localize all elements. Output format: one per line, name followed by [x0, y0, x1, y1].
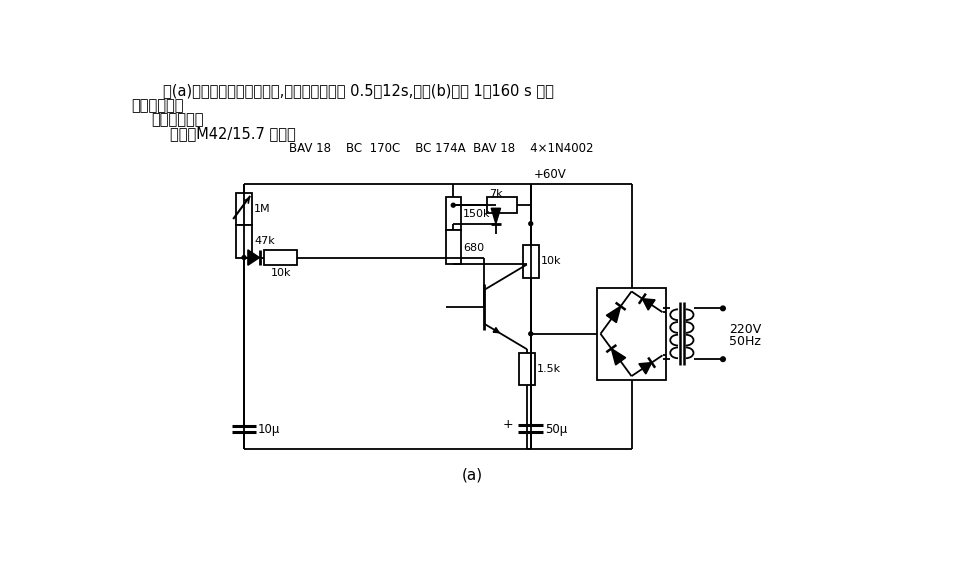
Text: 10μ: 10μ — [258, 423, 280, 436]
Circle shape — [721, 306, 725, 311]
Polygon shape — [612, 349, 626, 365]
Polygon shape — [642, 299, 655, 310]
Text: +60V: +60V — [534, 167, 566, 181]
Circle shape — [451, 203, 455, 207]
Text: 1.5k: 1.5k — [537, 364, 561, 374]
Text: 的定时时间。: 的定时时间。 — [132, 98, 184, 113]
Circle shape — [721, 357, 725, 362]
Text: 220V: 220V — [730, 323, 761, 336]
Bar — [445, 230, 461, 265]
Text: 680: 680 — [464, 242, 485, 252]
Text: 7k: 7k — [489, 190, 502, 200]
Circle shape — [529, 222, 533, 225]
Bar — [596, 288, 666, 380]
Bar — [488, 197, 516, 213]
Text: 150k: 150k — [464, 208, 491, 219]
Text: 铁芯：M42/15.7 硅钢片: 铁芯：M42/15.7 硅钢片 — [170, 126, 296, 141]
Text: 图(a)电路中有两级电路结构,其定时时间约为 0.5～12s,而图(b)可有 1～160 s 范围: 图(a)电路中有两级电路结构,其定时时间约为 0.5～12s,而图(b)可有 1… — [162, 83, 554, 99]
Bar — [236, 193, 252, 225]
Bar — [264, 250, 297, 265]
Text: BAV 18    BC  170C    BC 174A  BAV 18    4×1N4002: BAV 18 BC 170C BC 174A BAV 18 4×1N4002 — [289, 142, 593, 155]
Bar — [236, 225, 252, 258]
Polygon shape — [493, 328, 499, 333]
Text: 10k: 10k — [540, 257, 562, 266]
Text: 10k: 10k — [271, 268, 291, 278]
Bar — [445, 197, 461, 230]
Text: (a): (a) — [462, 467, 483, 482]
Text: 50Hz: 50Hz — [730, 335, 761, 348]
Text: 变压器参数：: 变压器参数： — [151, 112, 204, 127]
Text: 1M: 1M — [254, 204, 271, 214]
Bar — [523, 245, 539, 278]
Circle shape — [242, 255, 246, 259]
Text: 47k: 47k — [254, 237, 275, 247]
Polygon shape — [639, 363, 652, 374]
Text: +: + — [503, 418, 514, 431]
Bar — [519, 353, 535, 386]
Circle shape — [529, 332, 533, 336]
Polygon shape — [492, 208, 500, 224]
Polygon shape — [607, 306, 621, 323]
Polygon shape — [248, 250, 259, 265]
Text: 50μ: 50μ — [544, 423, 567, 436]
